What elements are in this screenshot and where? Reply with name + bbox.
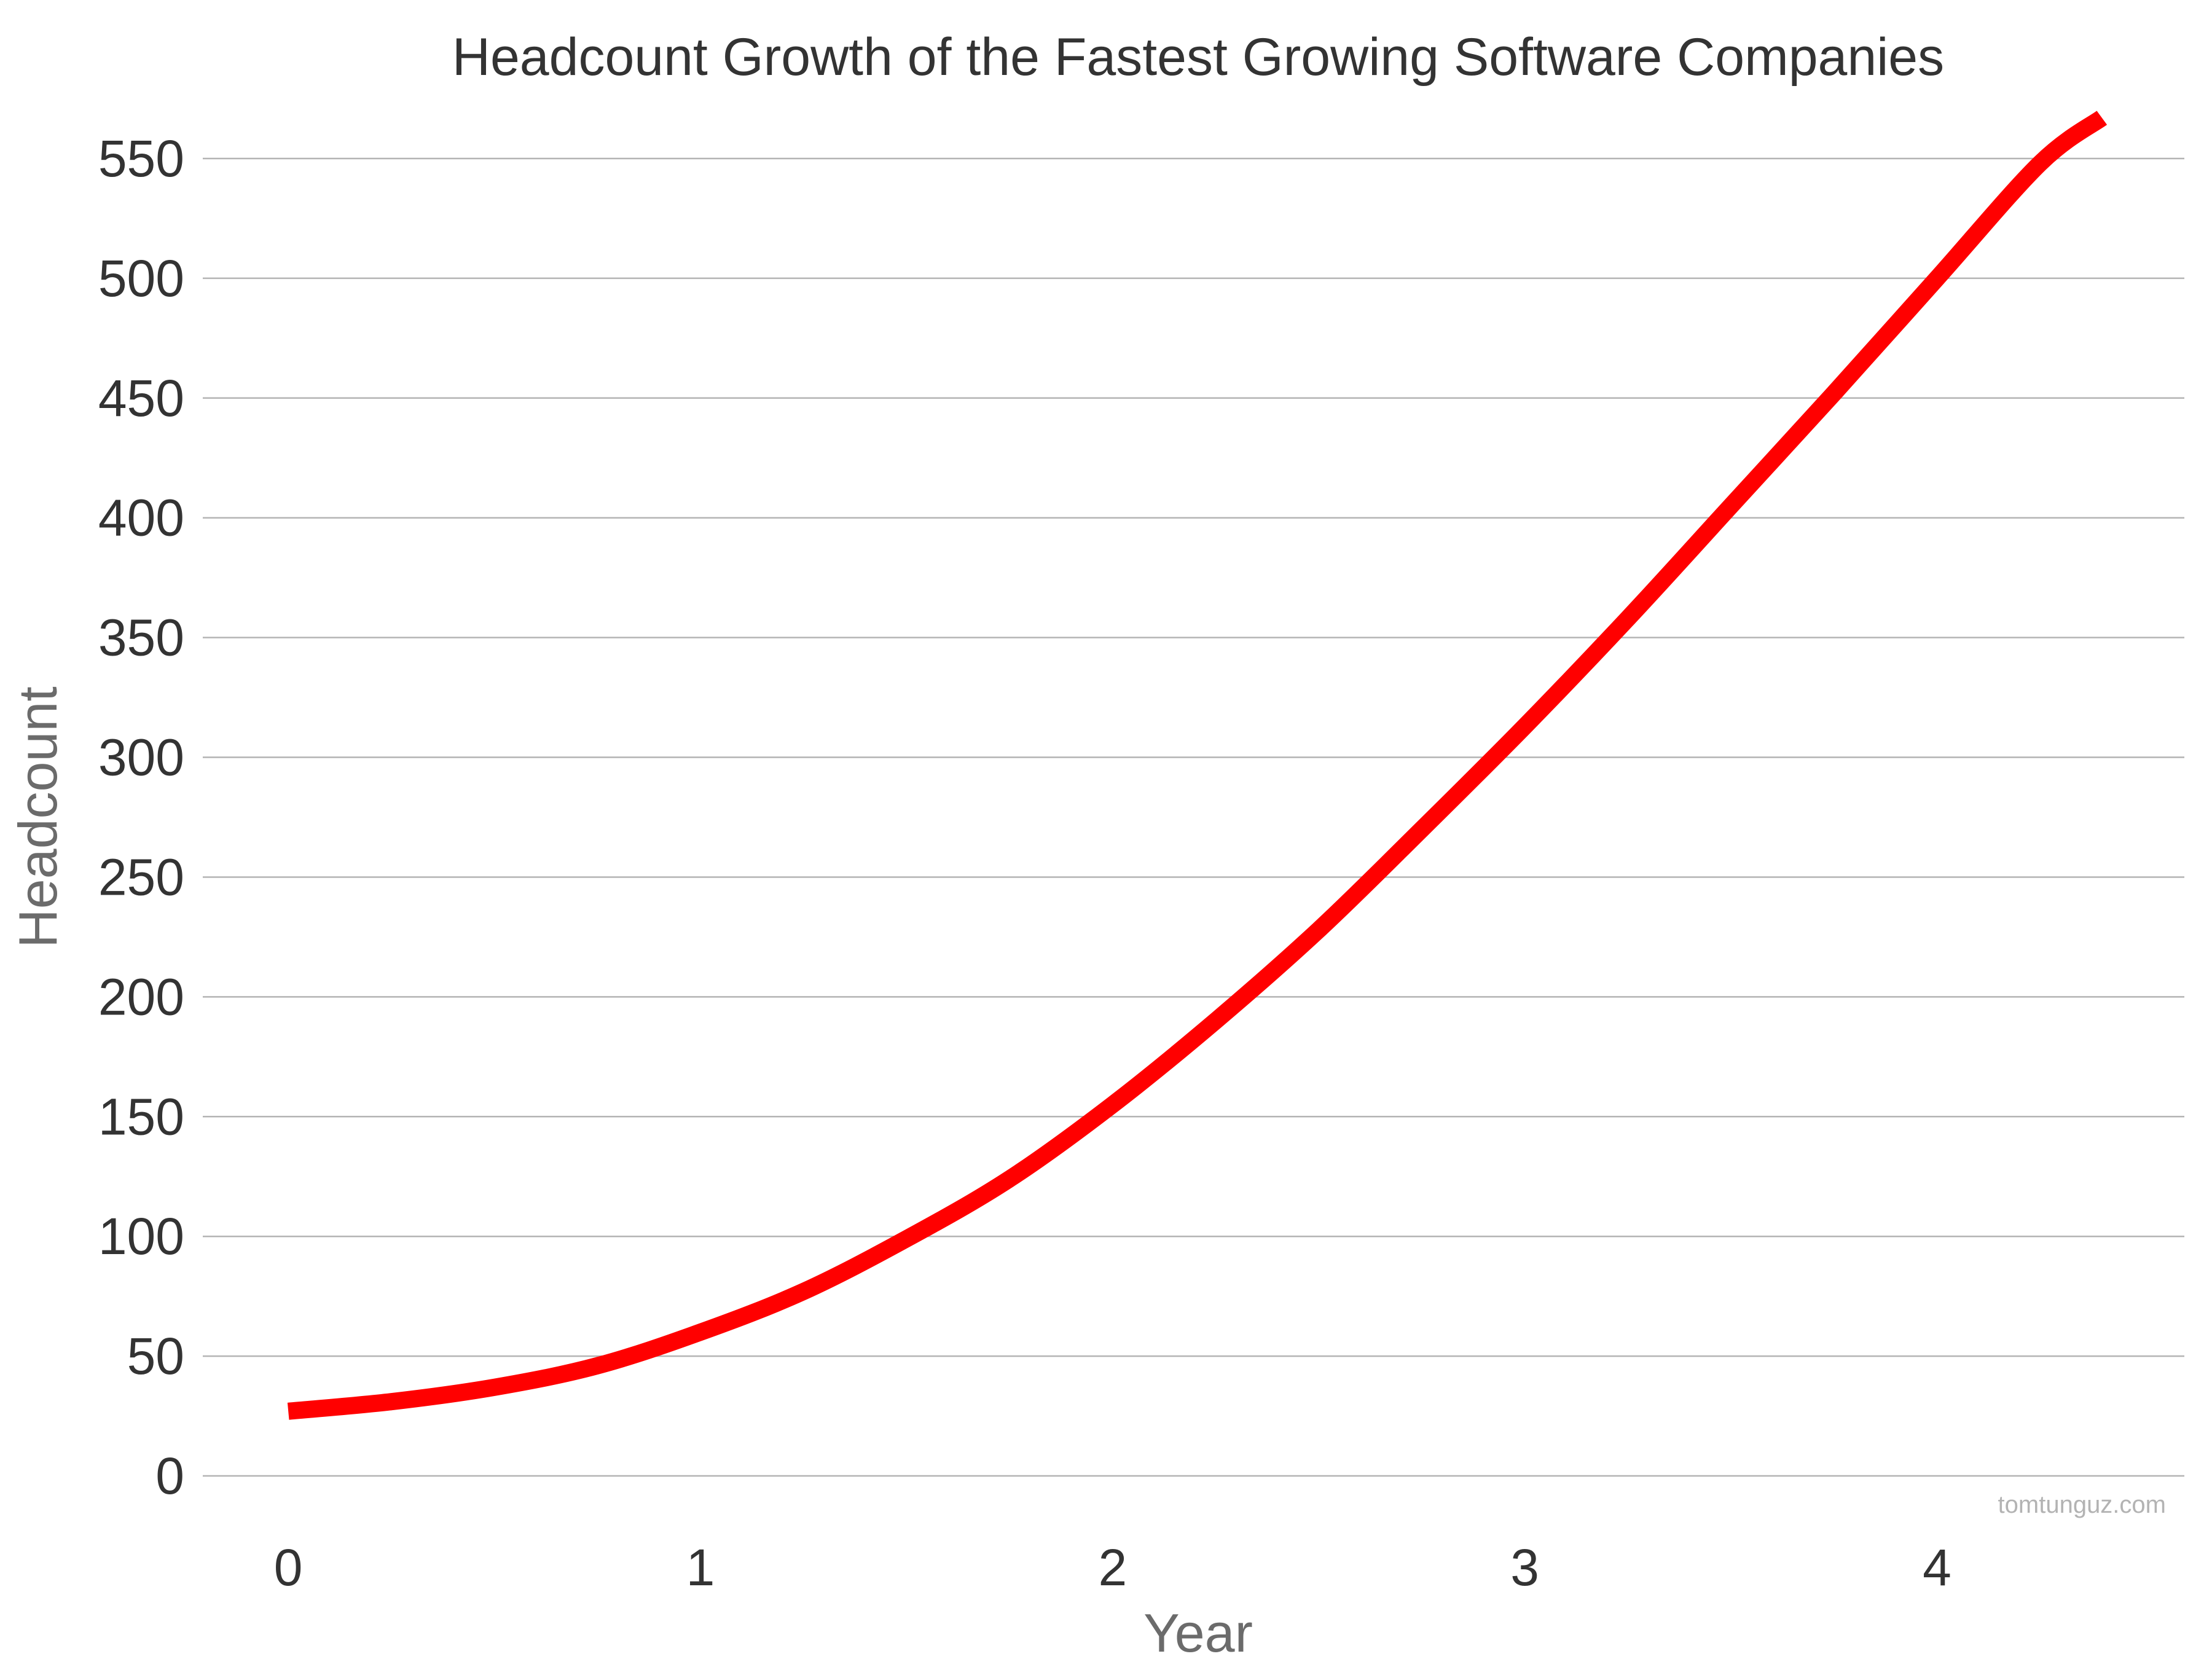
- x-tick-label-0: 0: [274, 1539, 303, 1596]
- grid-lines: [203, 157, 2184, 1477]
- y-tick-label-0: 0: [155, 1447, 184, 1505]
- y-tick-label-150: 150: [98, 1088, 184, 1145]
- x-axis-label: Year: [1143, 1602, 1253, 1659]
- y-tick-label-200: 200: [98, 968, 184, 1026]
- y-tick-label-50: 50: [127, 1327, 184, 1385]
- y-tick-label-400: 400: [98, 489, 184, 547]
- x-tick-label-3: 3: [1510, 1539, 1539, 1596]
- series-group: [287, 111, 2108, 1420]
- y-tick-label-100: 100: [98, 1207, 184, 1265]
- y-tick-label-300: 300: [98, 729, 184, 786]
- x-tick-labels: 0 1 2 3 4: [274, 1539, 1951, 1596]
- watermark-text: tomtunguz.com: [1998, 1491, 2166, 1518]
- x-tick-label-1: 1: [686, 1539, 715, 1596]
- series-line-0: [287, 111, 2108, 1420]
- y-tick-labels: 0 50 100 150 200 250 300 350 400 450 500 550: [98, 130, 184, 1505]
- y-tick-label-250: 250: [98, 848, 184, 906]
- y-axis-label: Headcount: [7, 686, 68, 948]
- x-tick-label-4: 4: [1923, 1539, 1951, 1596]
- y-tick-label-550: 550: [98, 130, 184, 187]
- chart-title: Headcount Growth of the Fastest Growing …: [452, 28, 1944, 87]
- x-tick-label-2: 2: [1098, 1539, 1127, 1596]
- y-tick-label-350: 350: [98, 609, 184, 667]
- y-tick-label-500: 500: [98, 249, 184, 307]
- y-tick-label-450: 450: [98, 369, 184, 427]
